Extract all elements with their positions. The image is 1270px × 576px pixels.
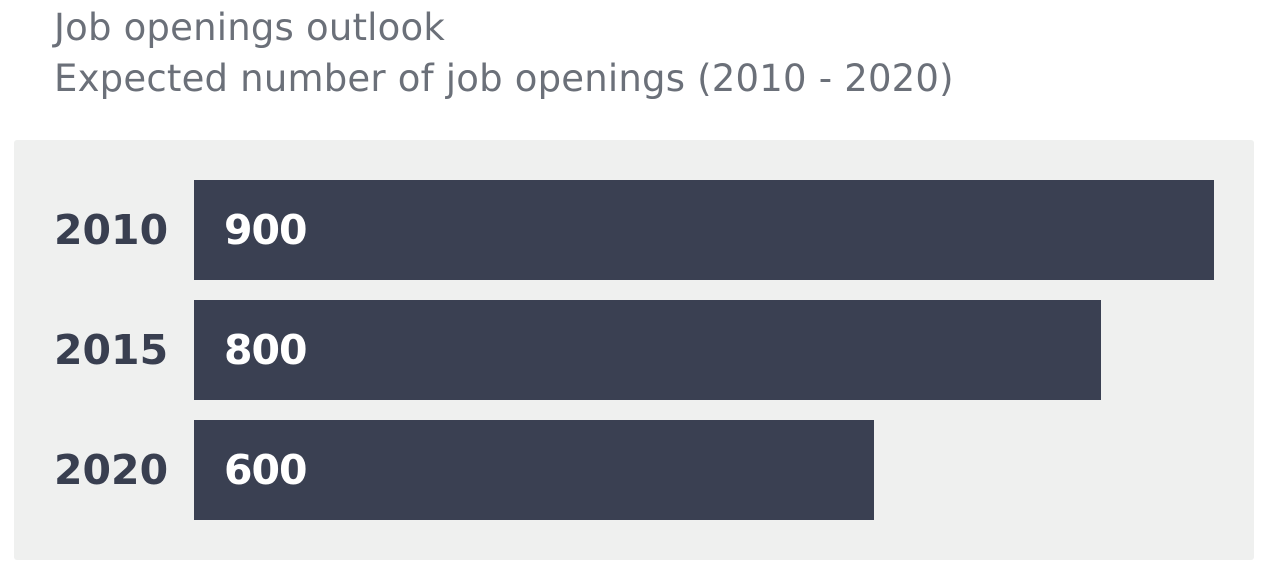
bar-2010: 900 <box>194 180 1214 280</box>
category-label: 2020 <box>54 446 169 494</box>
chart-header: Job openings outlook Expected number of … <box>54 2 954 104</box>
bar-row-2015: 2015 800 <box>14 300 1254 400</box>
value-label: 900 <box>224 206 308 254</box>
chart-title: Job openings outlook <box>54 6 445 49</box>
bar-row-2020: 2020 600 <box>14 420 1254 520</box>
chart-subtitle: Expected number of job openings (2010 - … <box>54 57 954 100</box>
category-label: 2010 <box>54 206 169 254</box>
bar-2020: 600 <box>194 420 874 520</box>
bar-row-2010: 2010 900 <box>14 180 1254 280</box>
value-label: 800 <box>224 326 308 374</box>
category-label: 2015 <box>54 326 169 374</box>
chart-panel: 2010 900 2015 800 2020 600 <box>14 140 1254 560</box>
bar-2015: 800 <box>194 300 1101 400</box>
value-label: 600 <box>224 446 308 494</box>
